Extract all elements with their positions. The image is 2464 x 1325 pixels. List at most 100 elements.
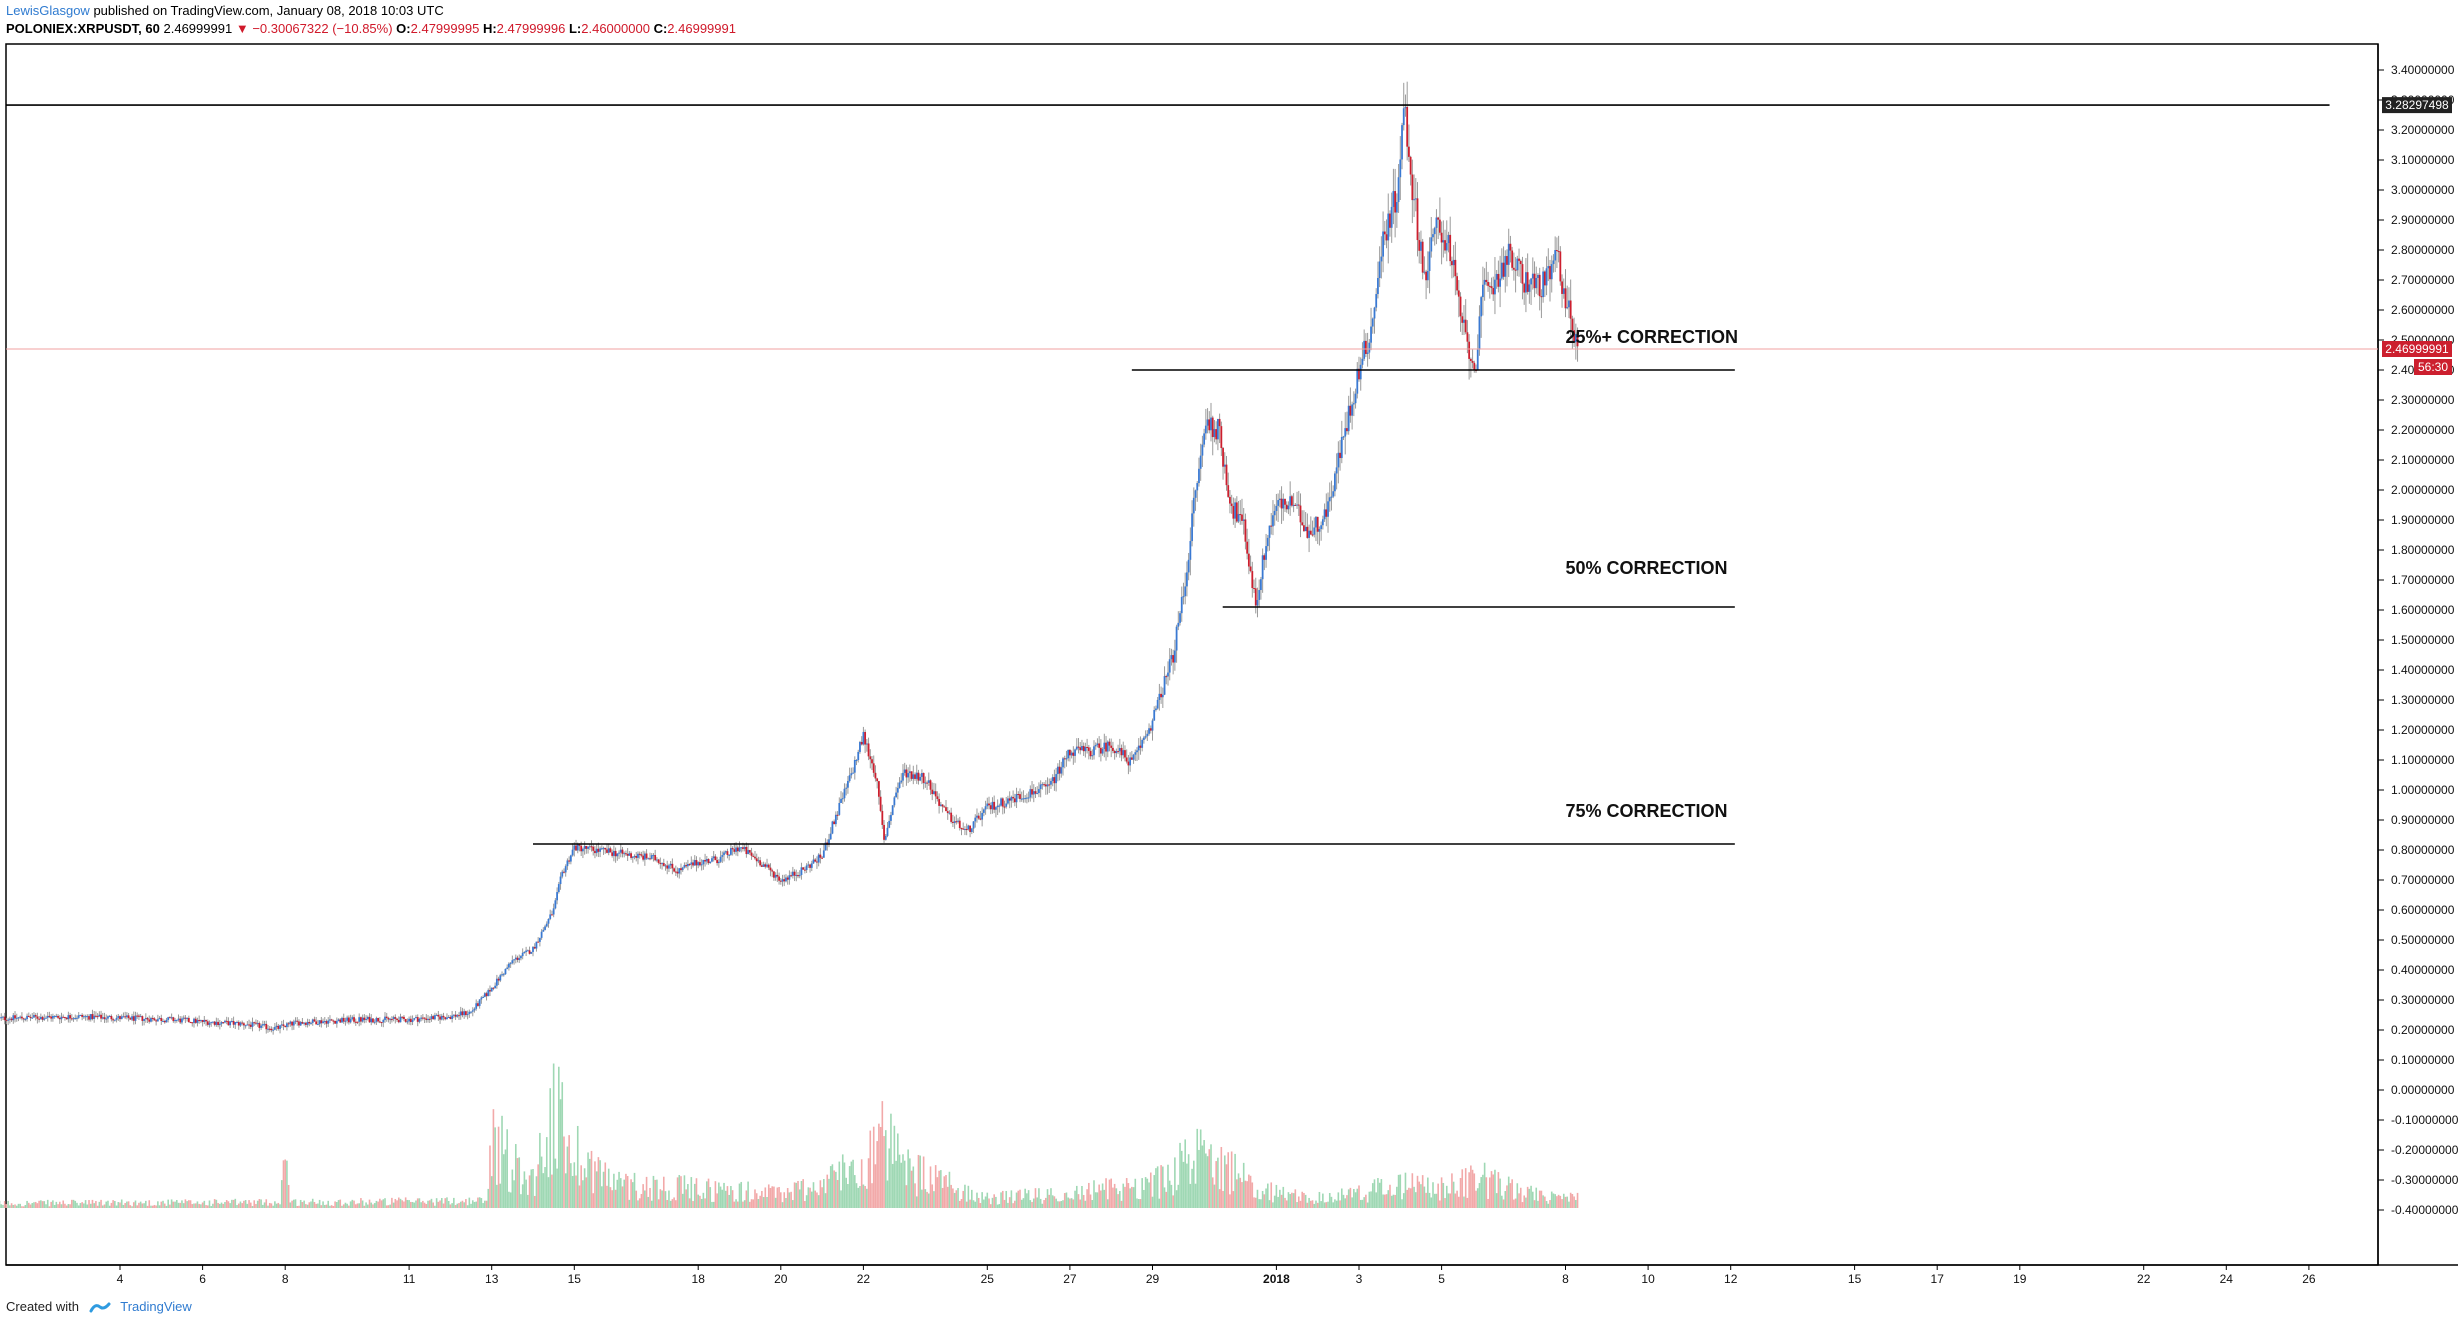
volume-bar [5,1204,8,1208]
volume-bar [1038,1188,1040,1208]
candle-body [526,950,529,952]
candle-body [693,860,696,866]
candle-body [762,864,765,867]
candle-body [193,1018,195,1023]
candle-body [1349,405,1352,416]
candle-body [523,952,526,954]
volume-bar [425,1203,428,1208]
candle-body [728,854,731,856]
author-link[interactable]: LewisGlasgow [6,3,90,18]
volume-bar [101,1205,104,1208]
candle-body [1222,448,1224,467]
volume-bar [1146,1178,1149,1208]
volume-bar [189,1200,192,1208]
volume-bar [306,1204,309,1208]
volume-bar [731,1190,734,1208]
volume-bar [208,1200,211,1208]
volume-bar [530,1169,533,1208]
candle-body [540,931,543,938]
volume-bar [95,1201,97,1208]
candle-body [938,799,941,806]
volume-bar [76,1202,78,1208]
candle-body [1547,266,1550,269]
volume-bar [909,1158,911,1208]
candle-body [1168,659,1171,673]
volume-bar [788,1192,791,1208]
volume-bar [934,1165,937,1208]
candle-body [427,1018,429,1020]
candle-body [127,1015,130,1019]
candle-body [497,978,500,981]
candle-body [201,1020,204,1022]
candle-body [217,1021,219,1026]
price-change: −0.30067322 (−10.85%) [252,21,393,36]
candle-body [1535,277,1538,289]
volume-bar [895,1160,897,1208]
candle-body [390,1019,393,1021]
volume-bar [404,1197,407,1208]
correction-label[interactable]: 50% CORRECTION [1566,558,1728,578]
candle-body [549,914,552,919]
volume-bar [678,1174,681,1208]
volume-bar [1568,1201,1570,1208]
candle-body [721,855,724,857]
volume-bar [14,1204,16,1208]
candle-body [1216,418,1219,440]
volume-bar [45,1204,47,1208]
volume-bar [184,1199,187,1208]
volume-bar [77,1205,80,1208]
candle-body [229,1021,232,1026]
y-tick-label: 0.00000000 [2391,1083,2455,1097]
volume-bar [666,1199,669,1208]
volume-bar [1330,1196,1333,1208]
volume-bar [256,1200,259,1208]
candle-body [224,1020,226,1023]
candle-body [810,863,813,868]
candle-body [282,1024,285,1026]
candle-body [122,1016,125,1018]
candle-body [745,846,748,855]
candle-body [492,987,495,989]
volume-bar [835,1171,837,1208]
volume-bar [108,1205,111,1208]
candle-body [979,818,982,820]
volume-bar [549,1088,552,1208]
correction-label[interactable]: 75% CORRECTION [1566,801,1728,821]
candle-body [828,839,830,845]
volume-bar [905,1185,908,1208]
candle-body [439,1016,441,1020]
y-tick-label: -0.40000000 [2391,1203,2459,1217]
candle-body [933,791,935,795]
candle-body [649,858,651,860]
candle-body [1034,791,1037,794]
candle-body [284,1025,287,1028]
volume-bar [1279,1189,1281,1208]
volume-bar [497,1126,500,1208]
volume-bar [1273,1195,1276,1208]
candle-body [514,957,517,960]
volume-bar [857,1187,860,1208]
candle-body [797,875,799,877]
candle-body [1538,274,1541,297]
volume-bar [520,1194,522,1208]
candle-body [705,858,708,862]
volume-bar [160,1201,163,1208]
candle-body [1506,256,1508,265]
volume-bar [1265,1188,1267,1208]
volume-bar [411,1201,414,1208]
volume-bar [153,1204,156,1208]
candle-body [1096,743,1099,746]
candle-body [654,855,657,861]
candle-body [867,743,870,757]
tradingview-brand-link[interactable]: TradingView [120,1299,192,1314]
candle-body [363,1017,366,1020]
volume-bar [740,1181,743,1208]
candle-body [896,787,899,793]
volume-bar [711,1201,713,1208]
candle-body [767,864,770,868]
candle-body [1471,360,1474,363]
correction-label[interactable]: 25%+ CORRECTION [1566,327,1739,347]
volume-bar [1017,1190,1020,1208]
candle-body [346,1017,349,1021]
